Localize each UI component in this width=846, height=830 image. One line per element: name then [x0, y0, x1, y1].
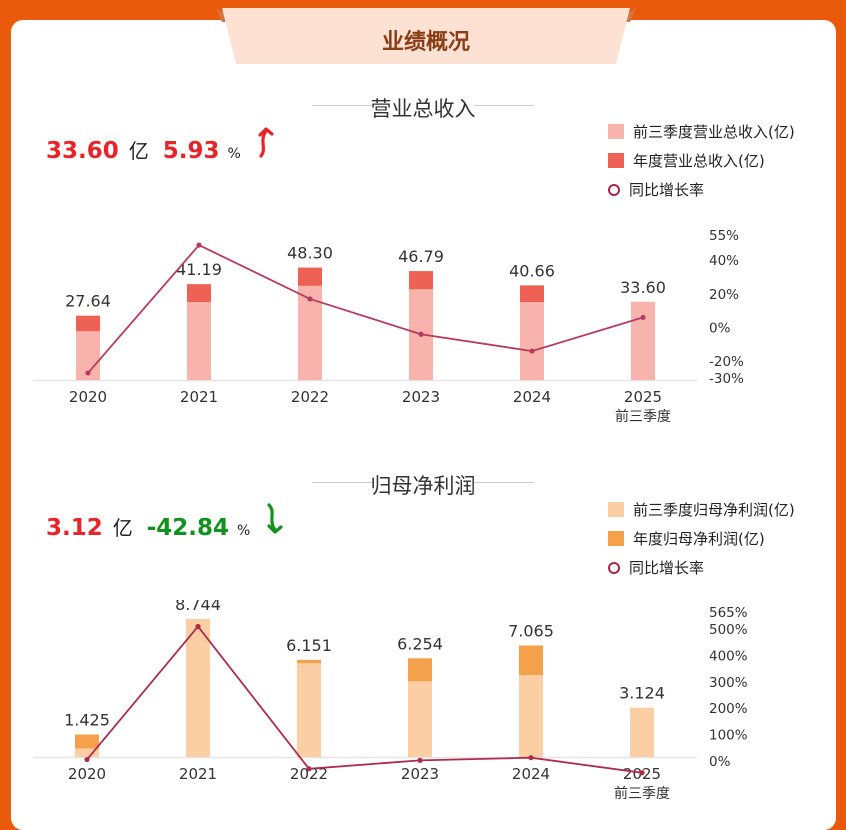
growth-rate-point: [307, 296, 313, 302]
bar-q3: [631, 301, 655, 380]
revenue-section-title: 营业总收入: [300, 93, 546, 123]
y2-tick-label: 300%: [709, 675, 748, 691]
arrow-down-icon: [267, 503, 283, 534]
bar-value-label: 46.79: [398, 247, 444, 266]
growth-rate-point: [196, 242, 202, 248]
bar-q3: [186, 619, 210, 757]
legend-item: 年度营业总收入(亿): [608, 146, 795, 175]
bar-q3: [75, 748, 99, 757]
bar-q3: [520, 302, 544, 380]
growth-rate-point: [418, 331, 424, 337]
bar-value-label: 3.124: [619, 684, 665, 703]
bar-q3: [408, 681, 432, 757]
profit-chart: 1.425 2020 8.744 2021 6.151 2022 6.254 2023 7.06…: [33, 600, 748, 802]
bar-value-label: 6.151: [286, 636, 332, 655]
profit-kpi: 3.12 亿 -42.84%: [46, 503, 283, 541]
x-tick-label: 2023: [402, 388, 440, 406]
y2-tick-label: 55%: [709, 228, 739, 244]
revenue-kpi: 33.60 亿 5.93%: [46, 127, 274, 164]
x-tick-label: 2023: [401, 765, 439, 783]
x-tick-label: 前三季度: [615, 408, 671, 425]
bar-q3: [519, 674, 543, 757]
bar-value-label: 33.60: [620, 278, 666, 297]
bar-q3: [187, 302, 211, 380]
bar-value-label: 7.065: [508, 621, 554, 640]
growth-rate-point: [417, 757, 423, 763]
profit-legend: 前三季度归母净利润(亿) 年度归母净利润(亿) 同比增长率: [608, 495, 795, 582]
y2-tick-label: 400%: [709, 648, 748, 664]
bar-value-label: 6.254: [397, 634, 443, 653]
revenue-kpi-pct: %: [227, 146, 241, 162]
y2-tick-label: 500%: [709, 622, 748, 638]
y2-tick-label: 200%: [709, 701, 748, 717]
legend-item: 同比增长率: [608, 553, 795, 582]
x-tick-label: 2022: [290, 765, 328, 783]
revenue-legend: 前三季度营业总收入(亿) 年度营业总收入(亿) 同比增长率: [608, 117, 795, 204]
x-tick-label: 2024: [512, 765, 550, 783]
profit-kpi-value: 3.12: [46, 515, 103, 541]
header-ribbon: [216, 8, 636, 64]
x-tick-label: 2024: [513, 388, 551, 406]
legend-item: 前三季度归母净利润(亿): [608, 495, 795, 524]
revenue-kpi-change: 5.93: [162, 138, 220, 164]
growth-rate-point: [529, 348, 535, 354]
x-tick-label: 2020: [69, 388, 107, 406]
y2-tick-label: 565%: [709, 605, 748, 621]
header-title: 业绩概况: [381, 30, 470, 55]
x-tick-label: 2025: [624, 388, 662, 406]
profit-kpi-unit: 亿: [112, 516, 133, 540]
bar-q3: [630, 707, 654, 757]
legend-item: 同比增长率: [608, 175, 795, 204]
arrow-up-icon: [258, 127, 274, 158]
profit-section-title: 归母净利润: [300, 470, 546, 500]
legend-item: 年度归母净利润(亿): [608, 524, 795, 553]
growth-rate-line: [86, 625, 643, 774]
y2-tick-label: 40%: [709, 253, 739, 269]
x-tick-label: 2021: [180, 388, 218, 406]
legend-item: 前三季度营业总收入(亿): [608, 117, 795, 146]
y2-tick-label: -30%: [709, 371, 744, 387]
y2-tick-label: 100%: [709, 728, 748, 744]
growth-rate-point: [528, 755, 534, 761]
profit-kpi-change: -42.84: [146, 515, 230, 541]
bar-value-label: 1.425: [64, 711, 110, 730]
y2-tick-label: 0%: [709, 754, 731, 770]
growth-rate-point: [640, 314, 646, 321]
revenue-chart: 27.64 2020 41.19 2021 48.30 2022 46.79 2023 40.6…: [33, 228, 744, 425]
growth-rate-point: [639, 770, 645, 776]
growth-rate-point: [306, 766, 312, 772]
growth-rate-point: [84, 756, 90, 763]
profit-kpi-pct: %: [237, 523, 251, 539]
y2-tick-label: 20%: [709, 287, 739, 303]
revenue-kpi-value: 33.60: [46, 138, 119, 164]
revenue-kpi-unit: 亿: [128, 139, 149, 163]
x-tick-label: 2022: [291, 388, 329, 406]
y2-tick-label: -20%: [709, 354, 744, 370]
bar-value-label: 48.30: [287, 244, 333, 263]
x-tick-label: 2021: [179, 765, 217, 783]
bar-value-label: 40.66: [509, 261, 555, 280]
growth-rate-line: [87, 243, 644, 374]
bar-q3: [297, 663, 321, 757]
bar-value-label: 41.19: [176, 260, 222, 279]
growth-rate-point: [195, 623, 201, 630]
x-tick-label: 2020: [68, 765, 106, 783]
bar-value-label: 8.744: [175, 600, 221, 614]
growth-rate-point: [85, 370, 91, 376]
x-tick-label: 前三季度: [614, 785, 670, 802]
y2-tick-label: 0%: [709, 321, 731, 337]
bar-value-label: 27.64: [65, 292, 111, 311]
